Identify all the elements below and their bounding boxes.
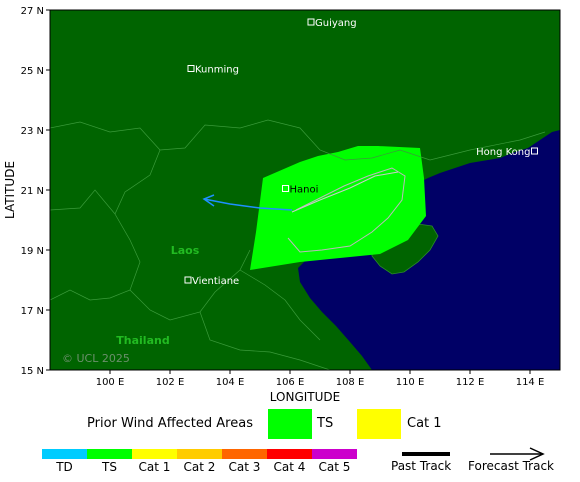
forecast-track-legend-arrow — [529, 447, 545, 461]
city-marker — [282, 185, 289, 192]
ts-wind-area — [250, 146, 426, 270]
coastline-overlay — [287, 167, 406, 253]
category-label: Cat 1 — [138, 460, 171, 474]
city-marker — [531, 147, 538, 155]
cat1-legend-swatch — [357, 409, 401, 439]
country-label: Thailand — [116, 334, 169, 347]
lat-tick-label: 27 N — [21, 6, 44, 17]
ts-legend-label: TS — [317, 416, 334, 431]
lon-tick-label: 114 E — [516, 377, 545, 388]
lon-tick-label: 108 E — [336, 377, 365, 388]
forecast-track-line — [203, 198, 293, 211]
city-label: Guiyang — [315, 18, 357, 29]
country-label: Laos — [171, 244, 200, 257]
past-track-legend-label: Past Track — [391, 459, 452, 473]
category-label: Cat 3 — [228, 460, 261, 474]
y-axis-title: LATITUDE — [3, 161, 17, 219]
city-label: Hanoi — [290, 185, 319, 196]
lon-tick-label: 110 E — [396, 377, 425, 388]
city-marker — [187, 65, 195, 72]
category-label: Cat 4 — [273, 460, 306, 474]
category-label: Cat 5 — [318, 460, 351, 474]
category-label: Cat 2 — [183, 460, 216, 474]
storm-track-map: 27 N 25 N 23 N 21 N 19 N 17 N 15 N 100 E 102 E 1… — [3, 6, 561, 404]
category-swatch — [267, 449, 312, 459]
lat-tick-label: 19 N — [21, 246, 44, 257]
lon-tick-label: 106 E — [276, 377, 305, 388]
category-swatch — [132, 449, 177, 459]
lat-tick-label: 25 N — [21, 66, 44, 77]
lon-tick-label: 100 E — [96, 377, 125, 388]
lon-tick-label: 102 E — [156, 377, 185, 388]
category-swatch — [177, 449, 222, 459]
forecast-arrow-head — [202, 194, 215, 207]
lat-tick-label: 23 N — [21, 126, 44, 137]
cat1-legend-label: Cat 1 — [407, 416, 442, 431]
category-label: TS — [102, 460, 117, 474]
category-label: TD — [56, 460, 73, 474]
category-swatch — [87, 449, 132, 459]
forecast-track-legend-label: Forecast Track — [468, 459, 554, 473]
past-track-line — [291, 171, 399, 213]
lat-tick-label: 21 N — [21, 186, 44, 197]
lat-tick-label: 15 N — [21, 366, 44, 377]
lon-tick-label: 104 E — [216, 377, 245, 388]
ts-legend-swatch — [268, 409, 312, 439]
lat-tick-label: 17 N — [21, 306, 44, 317]
city-label: Vientiane — [192, 276, 239, 287]
city-marker — [184, 276, 192, 284]
track-legend — [402, 447, 545, 461]
border-lines — [50, 119, 546, 370]
prior-wind-legend-label: Prior Wind Affected Areas — [87, 416, 253, 431]
category-swatch — [222, 449, 267, 459]
category-swatch — [312, 449, 357, 459]
lon-tick-label: 112 E — [456, 377, 485, 388]
category-swatch — [42, 449, 87, 459]
city-label: Hong Kong — [476, 147, 530, 158]
copyright-label: © UCL 2025 — [62, 352, 130, 365]
city-label: Kunming — [195, 65, 239, 76]
city-marker — [307, 18, 315, 26]
x-axis-title: LONGITUDE — [270, 390, 340, 404]
